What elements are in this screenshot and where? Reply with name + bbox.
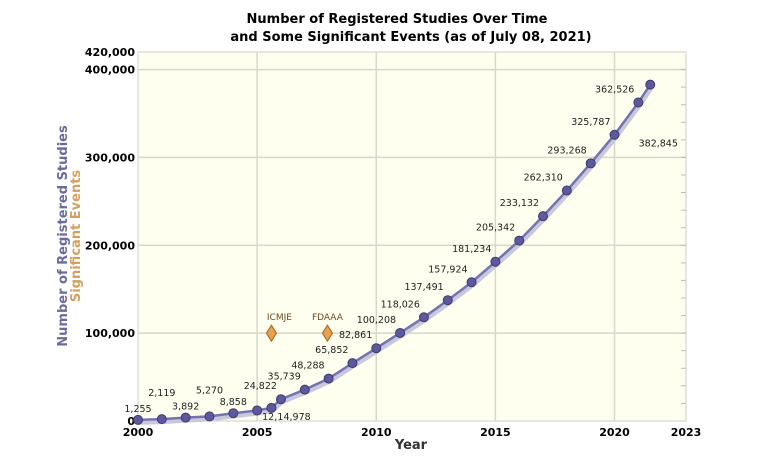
chart-title: Number of Registered Studies Over Time xyxy=(247,12,548,27)
data-point xyxy=(347,358,358,369)
data-point xyxy=(609,129,620,140)
data-point xyxy=(538,211,549,222)
event-marker xyxy=(321,324,334,343)
data-label: 12, xyxy=(262,412,277,423)
data-label: 82,861 xyxy=(339,330,372,341)
data-point xyxy=(585,158,596,169)
y-axis-label-events: Significant Events xyxy=(69,170,84,303)
data-label: 48,288 xyxy=(291,361,324,372)
data-label: 262,310 xyxy=(524,173,563,184)
data-point xyxy=(395,327,406,338)
x-tick-label: 2015 xyxy=(480,426,511,439)
data-label: 181,234 xyxy=(452,244,491,255)
data-point xyxy=(633,97,644,108)
x-tick-label: 2023 xyxy=(671,426,702,439)
data-point xyxy=(323,373,334,384)
event-label: ICMJE xyxy=(267,313,292,323)
data-label: 35,739 xyxy=(268,372,301,383)
x-tick-label: 2020 xyxy=(599,426,630,439)
data-label: 137,491 xyxy=(404,282,443,293)
data-point xyxy=(180,412,191,423)
data-point xyxy=(275,394,286,405)
y-tick-label: 420,000 xyxy=(85,46,135,59)
events: ICMJE FDAAA xyxy=(265,313,344,343)
data-label: 293,268 xyxy=(547,145,586,156)
x-tick-label: 2000 xyxy=(123,426,154,439)
event-label: FDAAA xyxy=(312,313,344,323)
data-point xyxy=(228,408,239,419)
y-tick-label: 400,000 xyxy=(85,64,135,77)
data-label: 100,208 xyxy=(357,315,396,326)
data-point xyxy=(299,384,310,395)
data-label: 8,858 xyxy=(220,397,247,408)
data-label: 205,342 xyxy=(476,223,515,234)
data-point xyxy=(645,79,656,90)
data-point xyxy=(252,405,263,416)
chart-subtitle: and Some Significant Events (as of July … xyxy=(230,30,591,45)
y-tick-label: 100,000 xyxy=(85,327,135,340)
data-label: 325,787 xyxy=(571,117,610,128)
x-axis-label: Year xyxy=(394,438,428,453)
data-point xyxy=(490,256,501,267)
y-tick-label: 300,000 xyxy=(85,151,135,164)
data-label: 157,924 xyxy=(428,264,467,275)
data-point xyxy=(204,411,215,422)
data-point xyxy=(266,402,277,413)
data-label: 24,822 xyxy=(244,381,277,392)
data-label: 3,892 xyxy=(172,402,199,413)
data-point xyxy=(514,235,525,246)
data-point xyxy=(442,295,453,306)
grid xyxy=(138,52,686,421)
axes: 2000 2005 2010 2015 2020 2023 0 100,000 200,000 3… xyxy=(85,46,701,439)
data-label: 1,255 xyxy=(124,404,151,415)
data-label: 362,526 xyxy=(595,84,634,95)
x-tick-label: 2010 xyxy=(361,426,392,439)
data-point xyxy=(418,312,429,323)
data-label: 118,026 xyxy=(381,299,420,310)
data-label: 65,852 xyxy=(315,345,348,356)
y-tick-label: 200,000 xyxy=(85,239,135,252)
data-label: 14,978 xyxy=(277,412,310,423)
data-label: 2,119 xyxy=(148,388,175,399)
data-point xyxy=(133,414,143,425)
x-tick-label: 2005 xyxy=(242,426,273,439)
data-point xyxy=(561,185,572,196)
data-label: 233,132 xyxy=(500,198,539,209)
data-point xyxy=(466,277,477,288)
plot-area xyxy=(137,51,687,422)
data-label: 5,270 xyxy=(196,385,223,396)
event-marker xyxy=(265,324,278,343)
data-point xyxy=(371,343,382,354)
data-point xyxy=(156,414,167,425)
data-label: 382,845 xyxy=(639,139,678,150)
y-axis-label: Number of Registered Studies xyxy=(56,125,71,347)
y-tick-label: 0 xyxy=(127,415,135,428)
